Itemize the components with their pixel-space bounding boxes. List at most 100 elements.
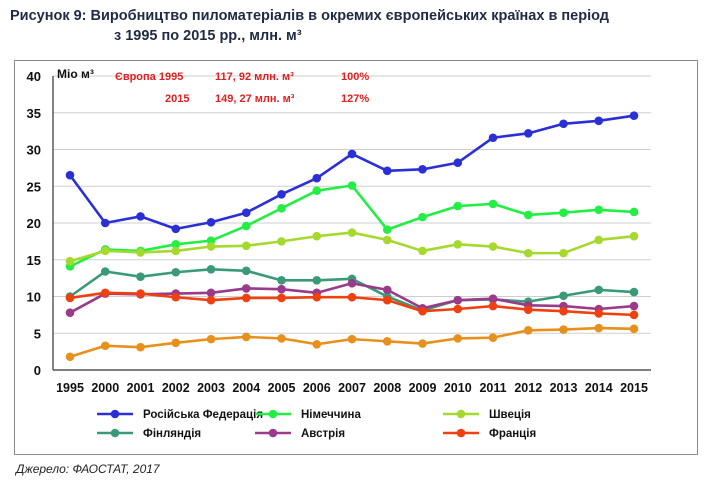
data-point [453,295,463,305]
data-point [488,133,498,143]
data-point [65,352,75,362]
data-point [241,241,251,251]
y-tick-label: 0 [34,363,41,378]
data-point [136,248,145,257]
data-point [418,339,427,348]
data-point [382,225,392,234]
data-point [241,266,251,276]
legend-swatch-marker [110,409,120,419]
data-point [65,293,75,303]
x-tick-label: 2006 [303,381,331,395]
data-point [171,267,181,277]
data-point [277,190,286,199]
data-point [418,212,427,222]
data-point [382,285,392,295]
data-point [277,334,286,343]
data-point [100,341,110,351]
title-line-2: з 1995 по 2015 рр., млн. м³ [114,28,302,44]
data-point [594,309,604,318]
data-point [559,306,568,316]
data-point [629,231,639,241]
annotation-text: 2015 [165,93,189,105]
x-tick-label: 2014 [585,381,613,395]
data-point [453,158,463,168]
legend-swatch-marker [456,409,466,419]
data-point [559,325,568,334]
data-point [206,242,216,251]
data-point [206,236,216,245]
data-point [347,278,357,288]
data-point [488,301,498,311]
data-point [171,240,181,249]
data-point [312,339,322,349]
data-point [453,334,463,343]
data-point [523,248,533,258]
data-point [241,293,251,303]
data-point [100,288,110,298]
chart-frame: 0 5 10 15 20 25 30 35 40 Міо м³ 1995 2000 2001 2002 20… [14,60,698,455]
line-chart: 0 5 10 15 20 25 30 35 40 Міо м³ 1995 2000 2001 2002 20… [27,67,651,440]
data-point [418,246,427,256]
data-point [559,291,568,301]
data-point [241,284,251,293]
data-point [312,231,322,241]
x-tick-label: 2013 [550,381,578,395]
x-tick-label: 2008 [373,381,401,395]
x-tick-label: 2007 [338,381,366,395]
data-point [523,210,533,220]
data-point [629,310,639,320]
data-point [523,305,533,315]
data-point [241,208,251,218]
data-point [594,116,604,126]
y-tick-label: 15 [27,253,41,268]
data-point [559,119,568,129]
data-point [347,334,357,344]
data-point [523,326,533,335]
data-point [206,288,216,298]
x-tick-label: 2000 [91,381,119,395]
data-point [100,267,110,276]
data-point [312,276,322,285]
data-point [488,294,498,304]
source-note: Джерело: ФАОСТАТ, 2017 [16,462,160,476]
x-tick-label: 2004 [232,381,260,395]
data-point [312,186,322,195]
y-tick-label: 10 [27,290,41,305]
x-tick-label: 2009 [409,381,437,395]
data-point [453,201,463,211]
data-point [629,111,639,120]
data-point [312,292,322,302]
data-point [277,284,286,294]
y-tick-label: 25 [27,179,41,194]
annotation-text: 117, 92 млн. м³ [215,71,294,83]
data-point [594,235,604,245]
data-point [347,149,357,159]
annotation-text: Європа 1995 [115,71,183,83]
data-point [347,181,357,190]
series-line [68,114,635,231]
y-tick-label: 35 [27,106,41,121]
legend-entry: Фінляндія [143,428,201,440]
chart-title: Рисунок 9: Виробництво пиломатеріалів в … [10,6,700,46]
data-point [171,224,181,234]
data-point [136,342,145,352]
legend-entry: Російська Федерація [143,409,263,421]
data-point [382,235,392,245]
data-point [277,293,286,303]
data-point [629,324,639,334]
x-tick-label: 2015 [620,381,648,395]
data-point [312,173,322,183]
legend-entry: Франція [489,428,536,440]
legend-swatch-marker [110,428,120,438]
x-tick-label: 2003 [197,381,225,395]
data-point [136,289,145,298]
x-tick-label: 2005 [268,381,296,395]
data-point [382,295,392,305]
data-point [65,256,75,266]
data-point [629,287,639,297]
data-point [206,334,216,344]
data-point [594,205,604,215]
x-tick-label: 2012 [514,381,542,395]
annotation-text: 149, 27 млн. м³ [215,93,295,105]
x-tick-label: 2010 [444,381,472,395]
